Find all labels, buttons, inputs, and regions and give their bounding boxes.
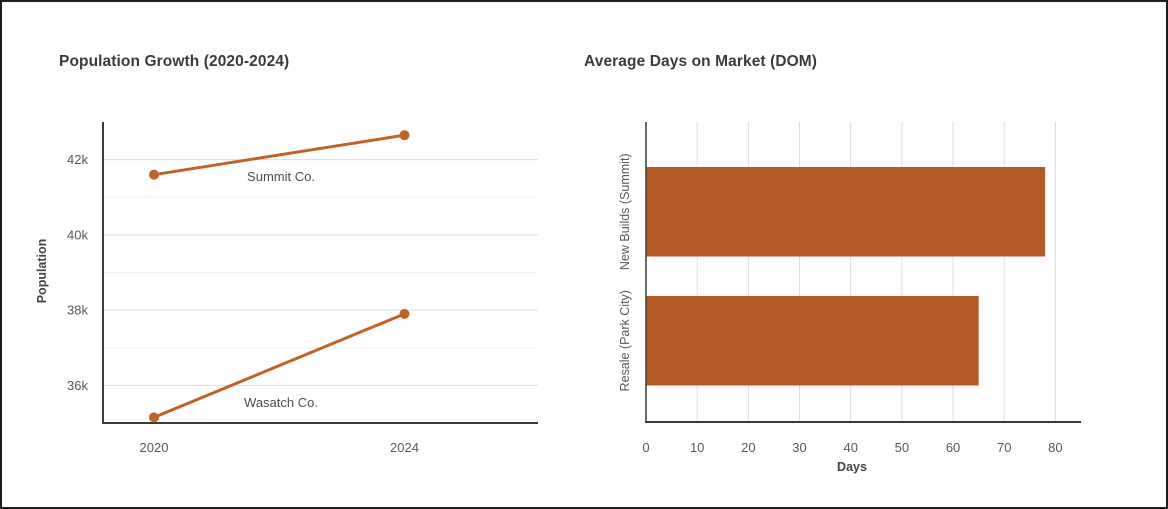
data-point-marker-summit-co (149, 169, 159, 180)
y-axis-title: Population (35, 239, 49, 304)
data-point-marker-wasatch-co (399, 308, 410, 319)
y-tick-label: 36k (67, 378, 88, 393)
x-tick-label: 30 (792, 440, 806, 455)
x-tick-label: 20 (741, 440, 755, 455)
x-tick-label: 60 (946, 440, 960, 455)
x-tick-label: 40 (843, 440, 857, 455)
y-tick-label: 42k (67, 152, 88, 167)
dom-chart-title: Average Days on Market (DOM) (584, 53, 818, 70)
x-tick-label: 0 (642, 440, 649, 455)
x-tick-label: 50 (895, 440, 909, 455)
bar-resale-park-city (646, 296, 979, 386)
x-tick-label: 10 (690, 440, 704, 455)
series-label-summit-co: Summit Co. (247, 169, 315, 184)
x-tick-label: 2024 (390, 440, 419, 455)
x-tick-label: 70 (997, 440, 1011, 455)
y-tick-label: 38k (67, 303, 88, 318)
category-label-new-builds-summit: New Builds (Summit) (618, 153, 632, 270)
x-axis-title: Days (837, 460, 867, 474)
x-tick-label: 80 (1048, 440, 1062, 455)
series-label-wasatch-co: Wasatch Co. (244, 395, 318, 410)
category-label-resale-park-city: Resale (Park City) (618, 290, 632, 391)
data-point-marker-summit-co (399, 130, 410, 141)
population-chart-title: Population Growth (2020-2024) (59, 53, 290, 70)
y-tick-label: 40k (67, 227, 88, 242)
x-tick-label: 2020 (140, 440, 169, 455)
line-series-wasatch-co (152, 312, 406, 419)
line-series-summit-co (152, 133, 406, 177)
data-point-marker-wasatch-co (149, 412, 159, 423)
bar-new-builds-summit (646, 167, 1046, 257)
